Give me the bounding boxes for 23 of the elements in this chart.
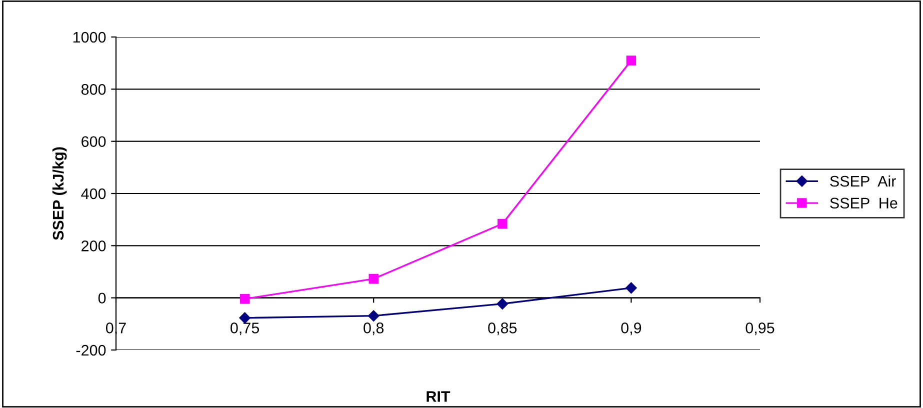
point — [240, 294, 250, 304]
y-tick-label: 400 — [81, 188, 106, 200]
y-axis-title: SSEP (kJ/kg) — [52, 147, 67, 240]
point — [498, 218, 508, 229]
y-tick-label: 600 — [82, 136, 106, 148]
x-tick-label: 0,9 — [621, 322, 642, 336]
y-tick-label: 0 — [98, 292, 106, 304]
x-tick-label: 0,85 — [488, 322, 517, 336]
point — [626, 56, 636, 66]
point — [368, 310, 380, 322]
point — [626, 282, 637, 294]
y-tick-label: 200 — [82, 240, 106, 252]
y-tick-label: -200 — [76, 344, 106, 356]
legend-label: SSEP He — [830, 198, 898, 209]
x-axis-title: RIT — [426, 391, 450, 402]
point — [496, 298, 508, 310]
y-tick-label: 1000 — [73, 32, 106, 43]
x-tick-label: 0,95 — [746, 322, 774, 336]
point — [368, 274, 378, 284]
y-tick-label: 800 — [81, 84, 106, 95]
legend-label: SSEP Air — [830, 175, 896, 187]
x-tick-label: 0,8 — [364, 322, 384, 336]
x-tick-label: 0,75 — [230, 322, 260, 336]
